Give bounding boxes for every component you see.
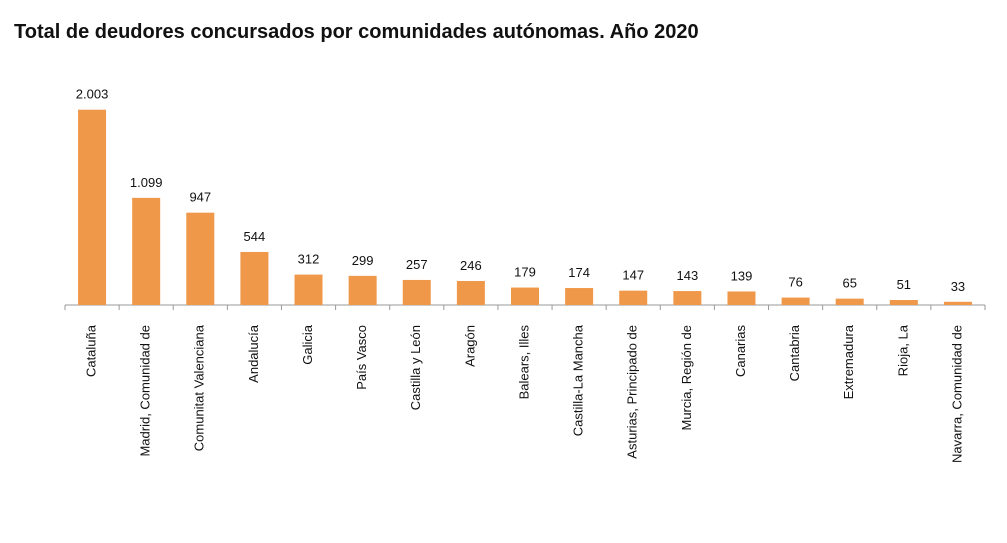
- bar: [673, 291, 702, 305]
- bar: [294, 274, 323, 305]
- value-label: 312: [298, 252, 320, 267]
- value-label: 143: [677, 268, 699, 283]
- chart-title: Total de deudores concursados por comuni…: [14, 21, 699, 43]
- bar: [240, 251, 269, 305]
- x-tick-label: Andalucía: [246, 324, 261, 383]
- value-label: 51: [897, 277, 911, 292]
- x-tick-label: Castilla-La Mancha: [571, 324, 586, 436]
- x-tick-label: Balears, Illes: [516, 325, 531, 400]
- x-tick-label: Cantabria: [787, 324, 802, 381]
- x-tick-label: Asturias, Principado de: [625, 325, 640, 459]
- bar: [456, 281, 485, 305]
- value-label: 246: [460, 258, 482, 273]
- bar: [78, 109, 107, 306]
- value-label: 2.003: [76, 87, 109, 102]
- value-label: 179: [514, 265, 536, 280]
- x-tick-label: Rioja, La: [895, 324, 910, 376]
- bar: [511, 287, 539, 305]
- bar: [402, 279, 431, 305]
- bar: [619, 290, 648, 305]
- x-tick-label: Extremadura: [841, 324, 856, 399]
- value-label: 299: [352, 253, 374, 268]
- value-label: 947: [189, 190, 211, 205]
- x-tick-label: Aragón: [462, 325, 477, 367]
- bar: [889, 300, 918, 305]
- x-tick-label: Navarra, Comunidad de: [949, 325, 964, 463]
- value-label: 544: [244, 229, 266, 244]
- value-label: 147: [622, 268, 644, 283]
- bar: [186, 212, 215, 305]
- bar: [132, 197, 161, 305]
- value-label: 257: [406, 257, 428, 272]
- bar: [943, 301, 972, 305]
- bar: [835, 298, 864, 305]
- bar: [348, 275, 377, 305]
- value-label: 33: [951, 279, 965, 294]
- x-tick-label: Canarias: [733, 325, 748, 378]
- value-label: 139: [731, 268, 753, 283]
- x-tick-label: Comunitat Valenciana: [192, 324, 207, 451]
- value-label: 76: [788, 275, 802, 290]
- x-tick-label: Murcia, Región de: [679, 325, 694, 431]
- x-tick-label: Castilla y León: [408, 325, 423, 410]
- x-tick-label: Cataluña: [83, 324, 98, 377]
- bar: [781, 297, 810, 305]
- bar: [727, 291, 756, 305]
- value-label: 1.099: [130, 175, 163, 190]
- value-label: 174: [568, 265, 590, 280]
- x-tick-label: Galicia: [300, 324, 315, 365]
- x-tick-label: Madrid, Comunidad de: [138, 325, 153, 457]
- bar: [565, 288, 594, 305]
- x-tick-label: País Vasco: [354, 325, 369, 390]
- value-label: 65: [842, 276, 856, 291]
